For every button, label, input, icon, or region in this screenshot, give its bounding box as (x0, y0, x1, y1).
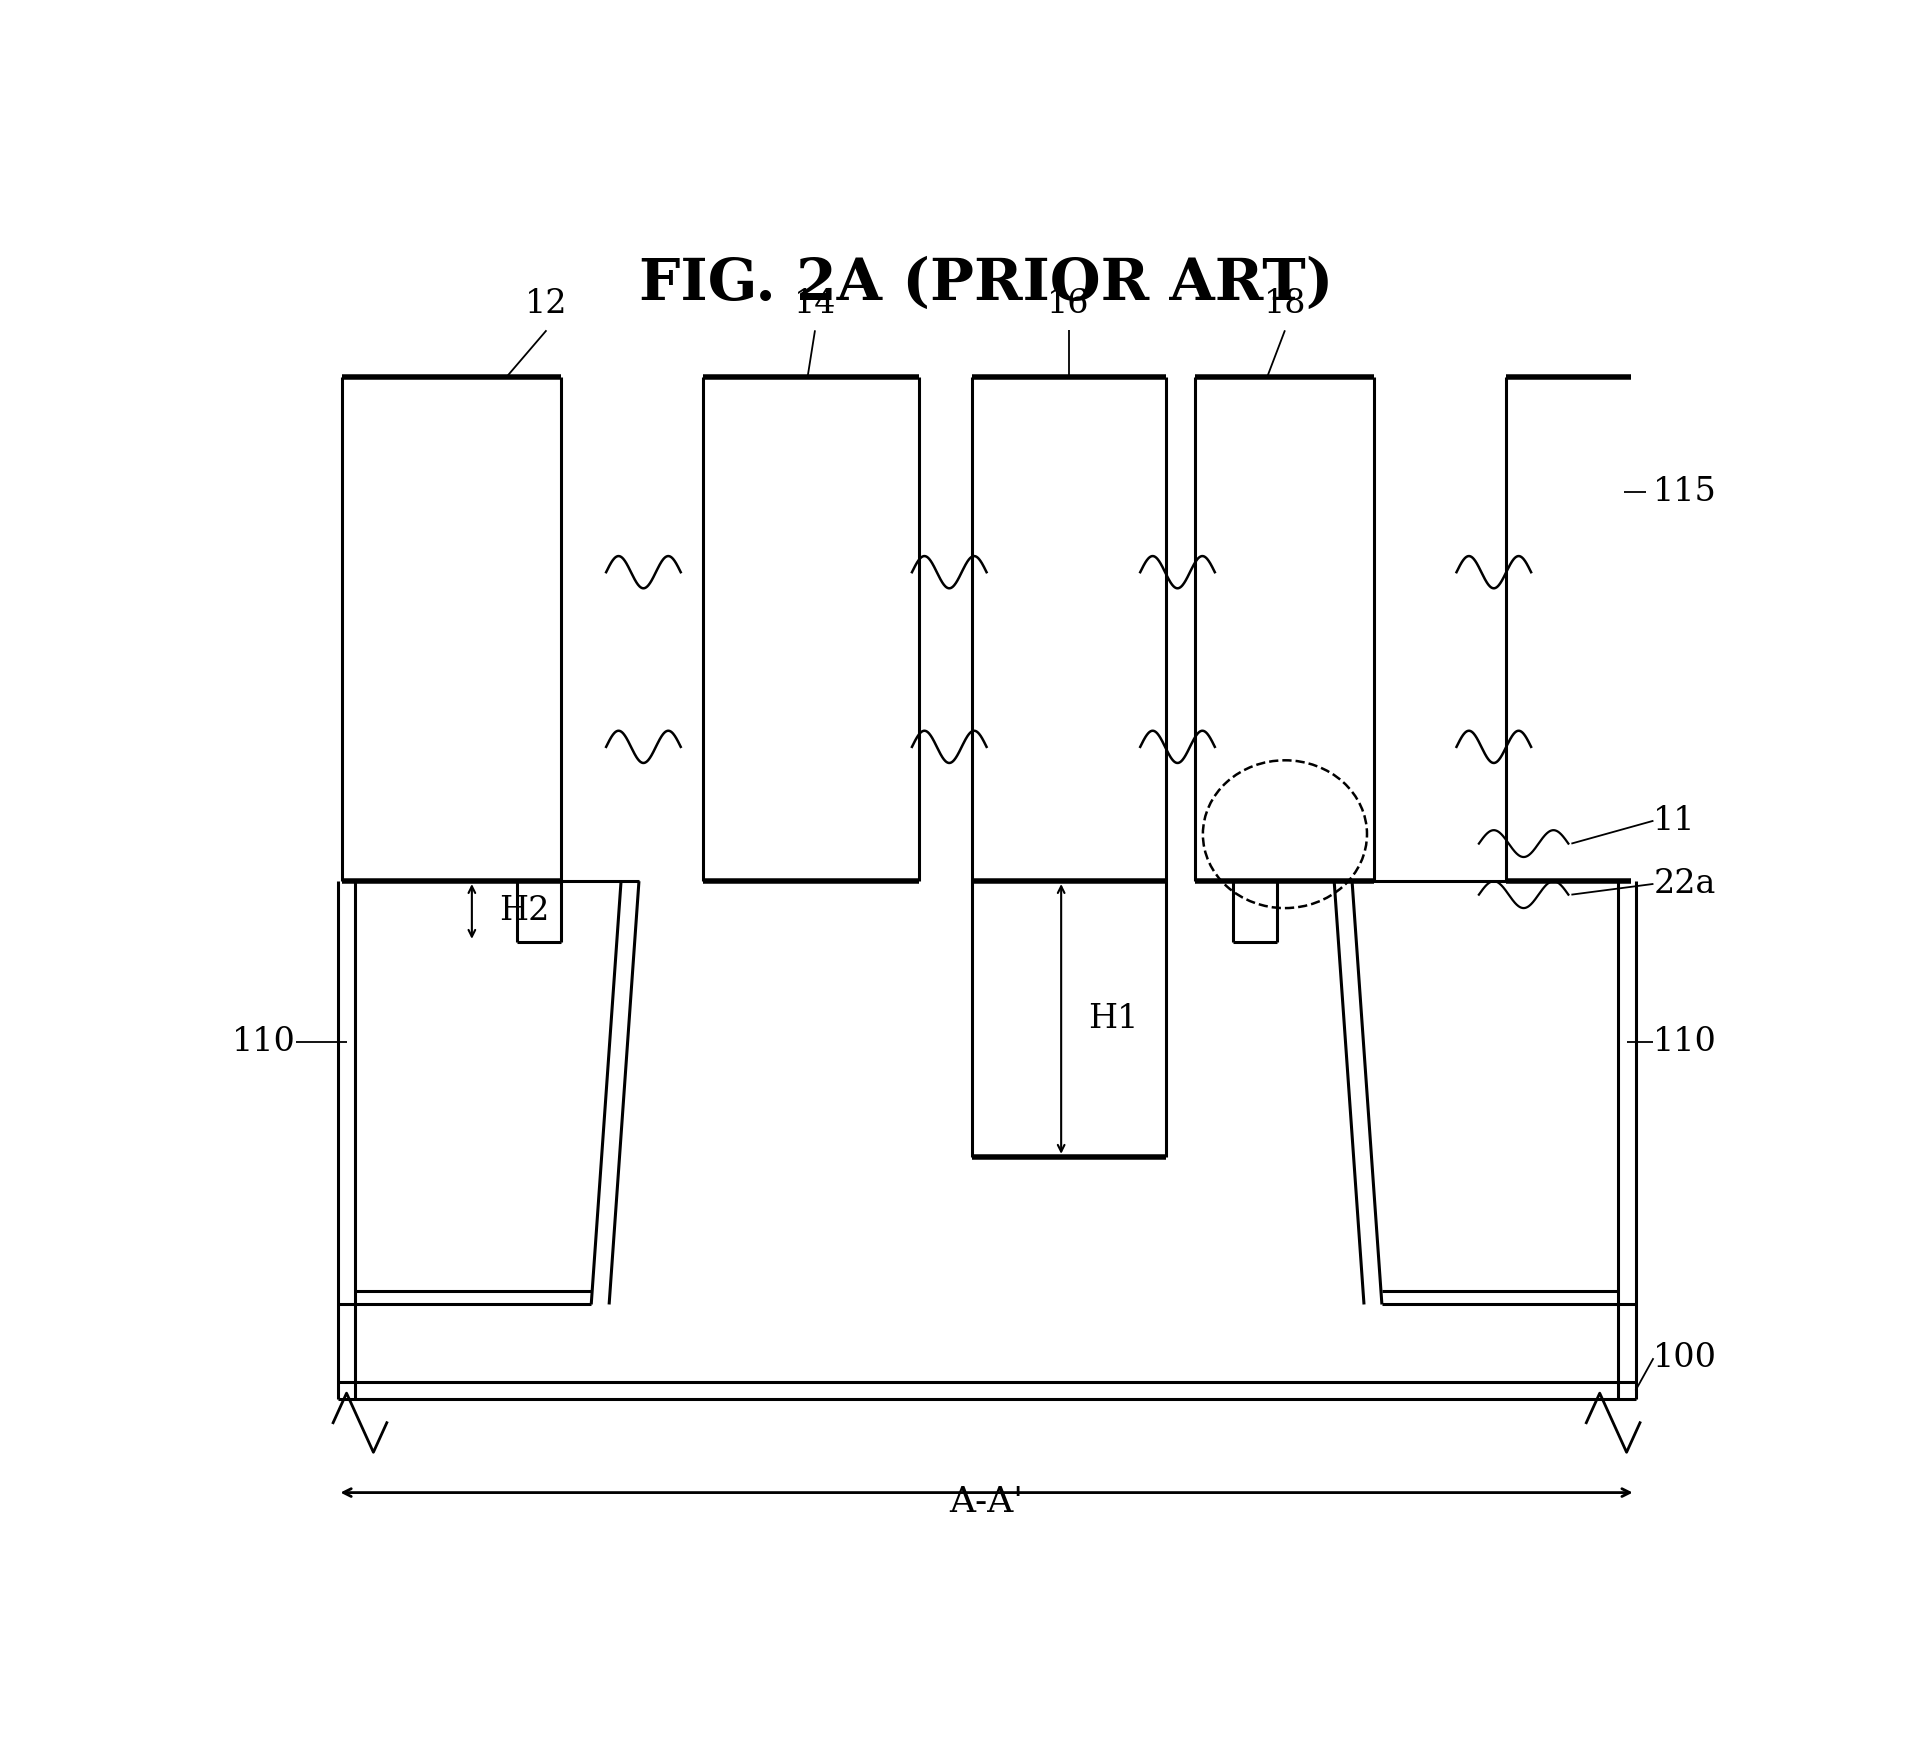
Text: H2: H2 (499, 895, 549, 927)
Text: H1: H1 (1088, 1003, 1138, 1035)
Text: 100: 100 (1654, 1342, 1717, 1375)
Text: 110: 110 (1654, 1026, 1717, 1059)
Text: 14: 14 (793, 288, 835, 319)
Text: 16: 16 (1047, 288, 1090, 319)
Text: FIG. 2A (PRIOR ART): FIG. 2A (PRIOR ART) (639, 257, 1334, 312)
Text: 110: 110 (231, 1026, 296, 1059)
Text: 115: 115 (1654, 476, 1717, 508)
Text: A-A': A-A' (949, 1485, 1024, 1520)
Text: 11: 11 (1654, 804, 1696, 838)
Text: 12: 12 (526, 288, 568, 319)
Text: 18: 18 (1263, 288, 1307, 319)
Text: 22a: 22a (1654, 867, 1715, 900)
